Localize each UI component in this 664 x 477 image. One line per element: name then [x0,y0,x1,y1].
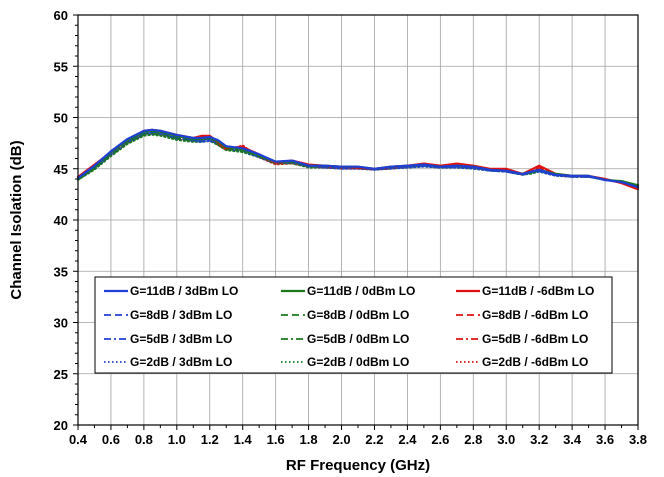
legend-label: G=11dB / 0dBm LO [307,284,415,298]
y-tick-label: 60 [54,8,68,23]
legend-label: G=8dB / -6dBm LO [482,308,588,322]
legend-label: G=11dB / 3dBm LO [130,284,238,298]
legend-label: G=5dB / 0dBm LO [307,332,409,346]
x-tick-label: 1.8 [300,432,318,447]
legend-label: G=2dB / -6dBm LO [482,355,588,369]
x-tick-label: 2.4 [398,432,417,447]
legend-label: G=5dB / 3dBm LO [130,332,232,346]
x-tick-label: 0.4 [69,432,88,447]
y-tick-label: 55 [54,59,68,74]
x-tick-label: 0.6 [102,432,120,447]
y-tick-label: 30 [54,316,68,331]
plot-area-border [77,14,639,426]
x-tick-label: 2.0 [332,432,350,447]
x-tick-label: 1.0 [168,432,186,447]
legend-label: G=2dB / 0dBm LO [307,355,409,369]
x-tick-label: 3.0 [497,432,515,447]
x-tick-label: 0.8 [135,432,153,447]
x-axis-title: RF Frequency (GHz) [286,457,430,474]
y-axis-title: Channel Isolation (dB) [8,140,25,299]
legend-label: G=8dB / 0dBm LO [307,308,409,322]
series-layer [76,128,640,191]
x-tick-label: 2.2 [365,432,383,447]
x-tick-label: 1.2 [201,432,219,447]
x-tick-label: 1.4 [234,432,253,447]
x-tick-label: 2.8 [464,432,482,447]
legend: G=11dB / 3dBm LO G=11dB / 0dBm LO G=11dB /… [94,276,613,374]
x-tick-label: 3.2 [530,432,548,447]
series-line [76,128,640,189]
y-tick-label: 35 [54,264,68,279]
legend-label: G=5dB / -6dBm LO [482,332,588,346]
x-tick-label: 3.8 [629,432,647,447]
x-tick-labels: 0.4 0.6 0.8 1.0 1.2 1.4 1.6 1.8 2.0 2.2 2.4 2.6 2.8 3… [69,432,647,447]
y-tick-label: 20 [54,418,68,433]
x-tick-label: 2.6 [431,432,449,447]
y-tick-label: 45 [54,162,68,177]
x-tick-label: 3.6 [596,432,614,447]
y-tick-label: 25 [54,367,68,382]
y-tick-labels: 20 25 30 35 40 45 50 55 60 [54,8,68,433]
series-line [77,134,639,187]
legend-box [94,276,613,374]
legend-label: G=8dB / 3dBm LO [130,308,232,322]
y-tick-label: 40 [54,213,68,228]
legend-label: G=11dB / -6dBm LO [482,284,594,298]
legend-label: G=2dB / 3dBm LO [130,355,232,369]
x-tick-label: 1.6 [267,432,285,447]
x-tick-label: 3.4 [563,432,582,447]
y-tick-label: 50 [54,111,68,126]
